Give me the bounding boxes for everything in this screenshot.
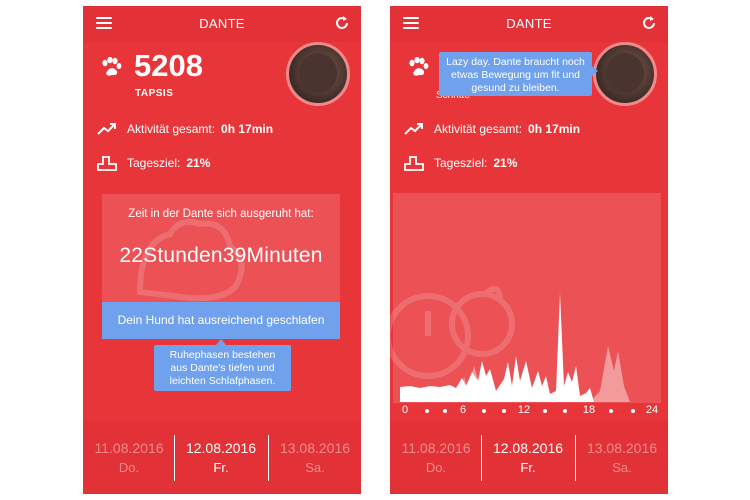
date-prev-date: 11.08.2016 bbox=[401, 440, 471, 456]
date-next[interactable]: 13.08.2016 Sa. bbox=[576, 421, 668, 494]
refresh-icon[interactable] bbox=[333, 14, 351, 32]
x-tick-dot bbox=[425, 409, 429, 413]
date-next-weekday: Sa. bbox=[305, 460, 325, 475]
time-axis: 0 6 12 18 24 bbox=[390, 403, 668, 419]
date-next-weekday: Sa. bbox=[612, 460, 632, 475]
paw-icon bbox=[102, 57, 122, 76]
x-tick-dot bbox=[502, 409, 506, 413]
page-title: DANTE bbox=[506, 16, 552, 31]
date-selector: 11.08.2016 Do. 12.08.2016 Fr. 13.08.2016… bbox=[390, 421, 668, 494]
x-tick-label: 12 bbox=[517, 404, 531, 416]
rest-time-heading: Zeit in der Dante sich ausgeruht hat: bbox=[128, 208, 314, 220]
date-divider bbox=[174, 435, 175, 481]
x-tick-dot bbox=[563, 409, 567, 413]
avatar[interactable] bbox=[286, 42, 350, 106]
daily-goal-value: 21% bbox=[493, 156, 518, 170]
paw-icon bbox=[409, 57, 429, 76]
top-bar: DANTE bbox=[83, 6, 361, 42]
x-tick-label: 6 bbox=[459, 404, 467, 416]
avatar[interactable] bbox=[593, 42, 657, 106]
daily-goal-value: 21% bbox=[186, 156, 211, 170]
daily-goal-row: Tagesziel: 21% bbox=[404, 154, 517, 172]
x-tick-dot bbox=[443, 409, 447, 413]
x-tick-dot bbox=[609, 409, 613, 413]
sleeping-dog-watermark bbox=[136, 219, 245, 302]
date-current-weekday: Fr. bbox=[213, 460, 229, 475]
podium-icon bbox=[404, 156, 424, 171]
daily-goal-label: Tagesziel: bbox=[434, 156, 488, 170]
date-divider bbox=[481, 435, 482, 481]
x-tick-label: 18 bbox=[582, 404, 596, 416]
x-tick-label: 24 bbox=[645, 404, 659, 416]
activity-value: 0h 17min bbox=[221, 122, 274, 136]
x-tick-dot bbox=[482, 409, 486, 413]
activity-label: Aktivität gesamt: bbox=[127, 122, 216, 136]
tooltip-arrow bbox=[216, 339, 226, 345]
date-current[interactable]: 12.08.2016 Fr. bbox=[175, 421, 267, 494]
trend-up-icon bbox=[97, 123, 116, 135]
date-current-date: 12.08.2016 bbox=[185, 440, 257, 456]
app-screen-left: DANTE 5208 TAPSIS Aktivität gesamt: 0h 1… bbox=[83, 6, 361, 494]
x-tick-dot bbox=[631, 409, 635, 413]
activity-label: Aktivität gesamt: bbox=[434, 122, 523, 136]
daily-goal-row: Tagesziel: 21% bbox=[97, 154, 210, 172]
activity-area bbox=[400, 293, 594, 402]
date-selector: 11.08.2016 Do. 12.08.2016 Fr. 13.08.2016… bbox=[83, 421, 361, 494]
rest-phase-tooltip: Ruhephasen bestehen aus Dante's tiefen u… bbox=[154, 345, 291, 391]
refresh-icon[interactable] bbox=[640, 14, 658, 32]
top-bar: DANTE bbox=[390, 6, 668, 42]
date-prev[interactable]: 11.08.2016 Do. bbox=[390, 421, 482, 494]
hamburger-icon[interactable] bbox=[403, 17, 419, 29]
app-screen-right: DANTE Schritte Lazy day. Dante braucht n… bbox=[390, 6, 668, 494]
activity-row: Aktivität gesamt: 0h 17min bbox=[404, 120, 580, 138]
trend-up-icon bbox=[404, 123, 423, 135]
x-tick-dot bbox=[543, 409, 547, 413]
activity-value: 0h 17min bbox=[528, 122, 581, 136]
alarm-clock-watermark bbox=[390, 285, 515, 379]
date-next-date: 13.08.2016 bbox=[586, 440, 658, 456]
sleep-status-button[interactable]: Dein Hund hat ausreichend geschlafen bbox=[102, 302, 340, 339]
date-current[interactable]: 12.08.2016 Fr. bbox=[482, 421, 574, 494]
rest-time-value: 22Stunden39Minuten bbox=[119, 244, 323, 267]
lazy-day-tooltip: Lazy day. Dante braucht noch etwas Beweg… bbox=[439, 52, 592, 96]
podium-icon bbox=[97, 156, 117, 171]
date-next[interactable]: 13.08.2016 Sa. bbox=[269, 421, 361, 494]
tooltip-arrow bbox=[592, 66, 598, 76]
step-count: 5208 bbox=[134, 48, 203, 83]
activity-graph bbox=[390, 285, 652, 402]
date-prev-weekday: Do. bbox=[118, 460, 140, 475]
date-divider bbox=[575, 435, 576, 481]
date-prev[interactable]: 11.08.2016 Do. bbox=[83, 421, 175, 494]
date-prev-weekday: Do. bbox=[425, 460, 447, 475]
date-current-date: 12.08.2016 bbox=[492, 440, 564, 456]
hamburger-icon[interactable] bbox=[96, 17, 112, 29]
daily-goal-label: Tagesziel: bbox=[127, 156, 181, 170]
page-title: DANTE bbox=[199, 16, 245, 31]
rest-time-panel: Zeit in der Dante sich ausgeruht hat: 22… bbox=[102, 194, 340, 302]
date-next-date: 13.08.2016 bbox=[279, 440, 351, 456]
date-current-weekday: Fr. bbox=[520, 460, 536, 475]
step-count-label: TAPSIS bbox=[135, 88, 174, 99]
activity-row: Aktivität gesamt: 0h 17min bbox=[97, 120, 273, 138]
date-divider bbox=[268, 435, 269, 481]
date-prev-date: 11.08.2016 bbox=[94, 440, 164, 456]
x-tick-label: 0 bbox=[401, 404, 409, 416]
